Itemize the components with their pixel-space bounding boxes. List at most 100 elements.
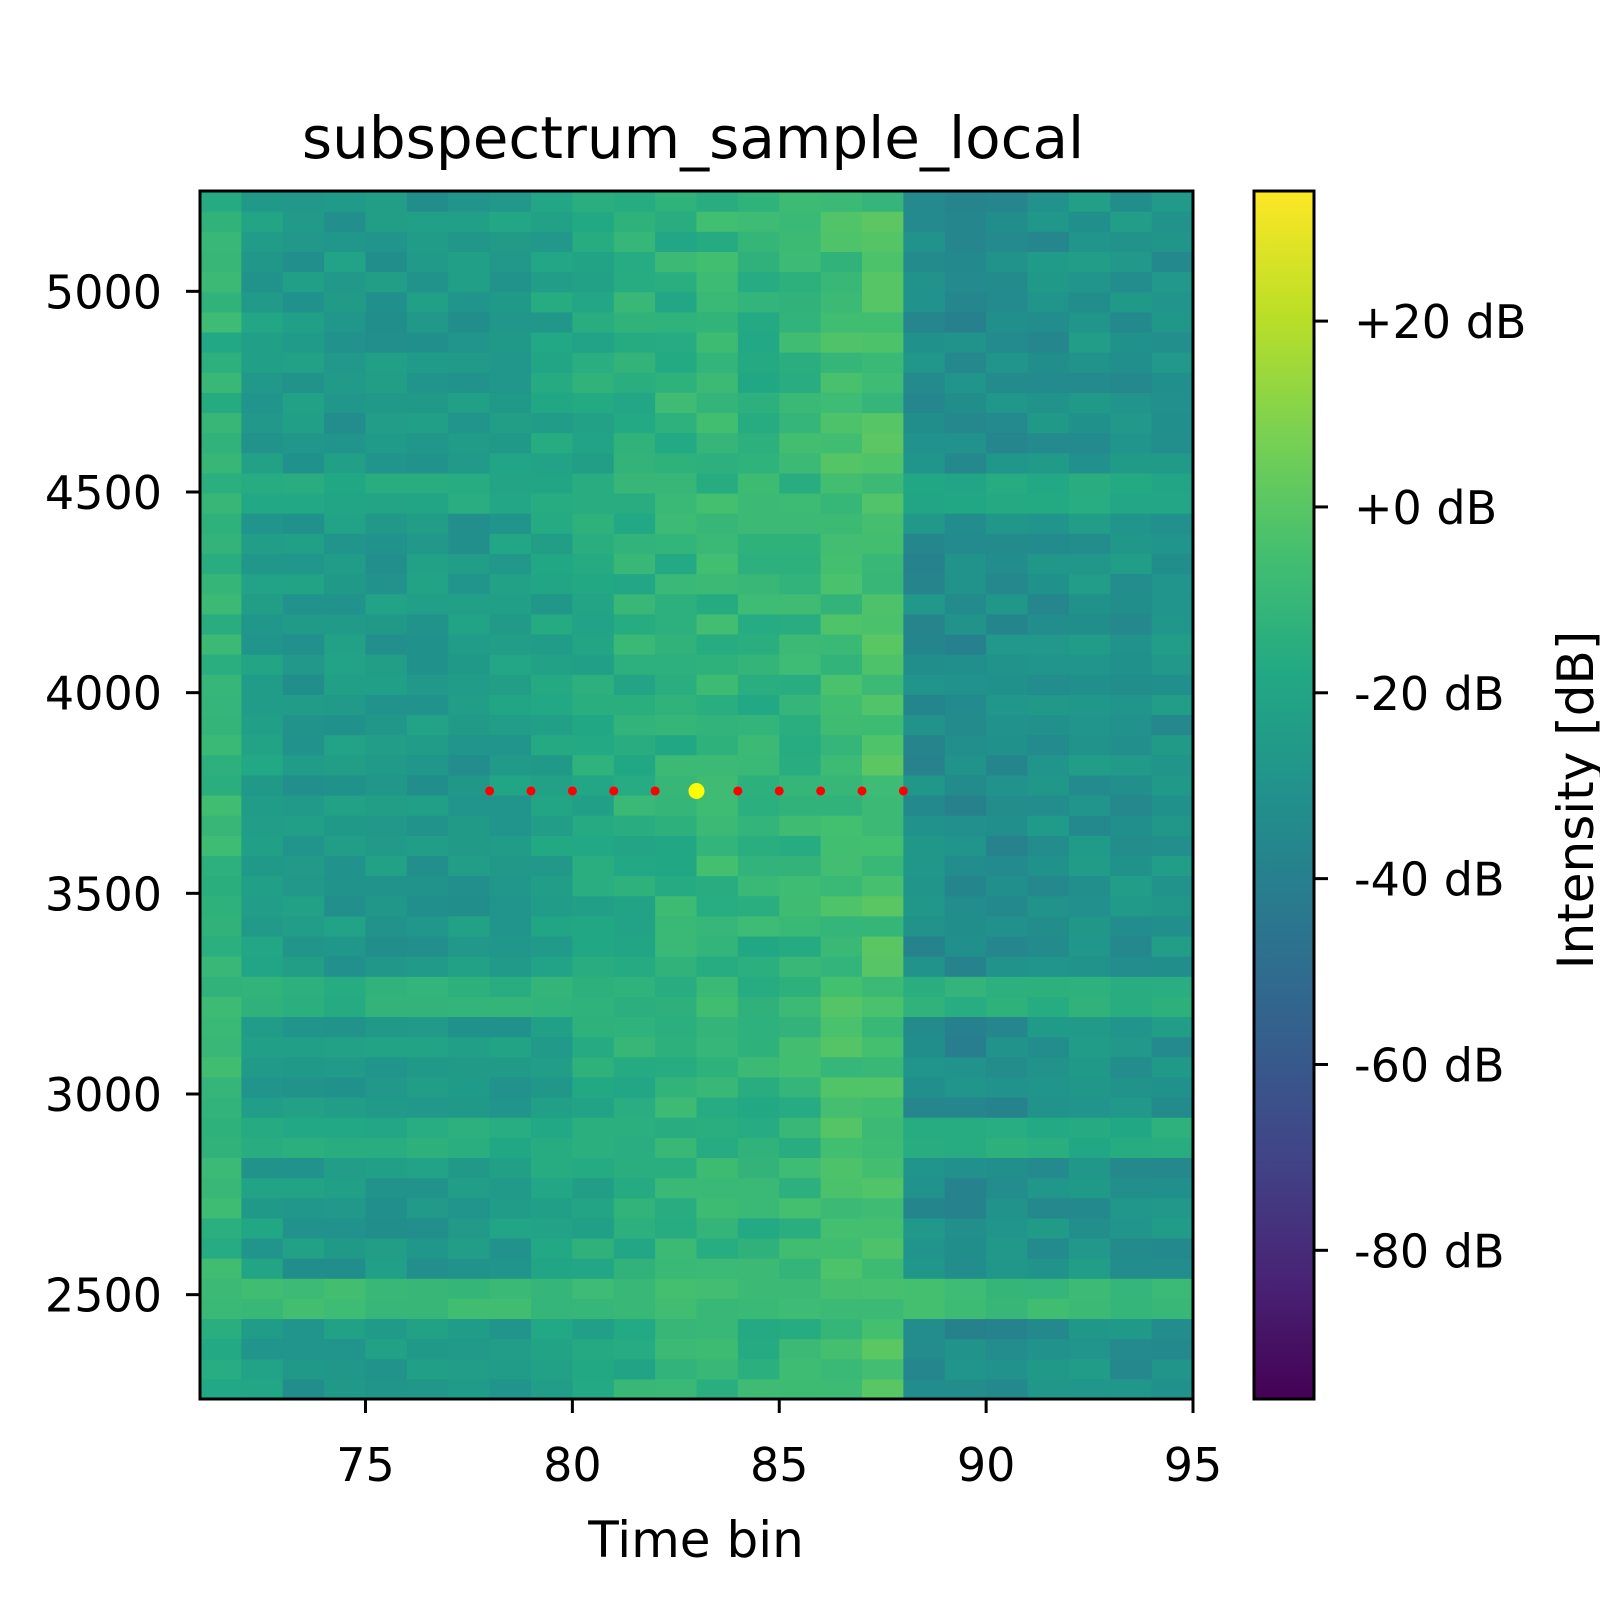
heatmap-cell [820, 855, 863, 877]
heatmap-cell [903, 191, 946, 212]
heatmap-cell [737, 1137, 780, 1158]
heatmap-cell [903, 1338, 946, 1360]
heatmap-cell [282, 593, 325, 615]
heatmap-cell [1151, 915, 1194, 937]
heatmap-cell [448, 1197, 491, 1219]
heatmap-cell [531, 976, 573, 997]
heatmap-cell [531, 1036, 573, 1058]
heatmap-cell [903, 1076, 946, 1098]
heatmap-cell [1110, 472, 1153, 494]
heatmap-cell [1027, 674, 1070, 695]
heatmap-cell [820, 1258, 863, 1279]
heatmap-cell [241, 1016, 284, 1038]
heatmap-cell [572, 633, 615, 655]
heatmap-cell [365, 553, 408, 575]
heatmap-cell [365, 352, 408, 373]
heatmap-cell [282, 432, 325, 454]
colorbar-tick-label: -40 dB [1354, 853, 1505, 907]
heatmap-cell [779, 372, 822, 393]
heatmap-cell [820, 956, 863, 977]
heatmap-cell [324, 674, 367, 695]
heatmap-cell [365, 493, 408, 514]
heatmap-cell [613, 613, 656, 635]
heatmap-cell [448, 754, 491, 776]
heatmap-cell [489, 352, 532, 373]
heatmap-cell [200, 452, 242, 474]
heatmap-cell [1151, 1338, 1194, 1360]
heatmap-cell [655, 472, 698, 494]
heatmap-cell [241, 452, 284, 474]
heatmap-cell [365, 1117, 408, 1138]
heatmap-cell [696, 1197, 739, 1219]
heatmap-cell [572, 191, 615, 212]
heatmap-cell [241, 311, 284, 333]
heatmap-cell [903, 654, 946, 675]
heatmap-cell [324, 1056, 367, 1078]
heatmap-cell [779, 613, 822, 635]
heatmap-cell [986, 493, 1029, 514]
heatmap-cell [986, 734, 1029, 756]
heatmap-cell [820, 714, 863, 736]
heatmap-cell [779, 593, 822, 615]
heatmap-cell [820, 1318, 863, 1340]
heatmap-cell [200, 352, 242, 373]
heatmap-cell [365, 835, 408, 856]
heatmap-cell [572, 895, 615, 917]
heatmap-cell [489, 1157, 532, 1179]
heatmap-cell [779, 1358, 822, 1380]
heatmap-cell [241, 855, 284, 877]
heatmap-cell [1027, 513, 1070, 534]
heatmap-cell [282, 573, 325, 595]
heatmap-cell [1110, 271, 1153, 293]
heatmap-cell [1068, 211, 1111, 232]
heatmap-cell [282, 1177, 325, 1199]
heatmap-cell [324, 251, 367, 273]
heatmap-cell [572, 1016, 615, 1038]
heatmap-cell [448, 1076, 491, 1098]
heatmap-cell [903, 1177, 946, 1199]
heatmap-cell [406, 1237, 449, 1259]
heatmap-cell [489, 392, 532, 414]
heatmap-cell [820, 613, 863, 635]
y-tick-label: 4000 [45, 667, 162, 721]
heatmap-cell [655, 573, 698, 595]
heatmap-cell [489, 674, 532, 695]
heatmap-cell [365, 291, 408, 313]
heatmap-cell [613, 593, 656, 615]
heatmap-cell [986, 1076, 1029, 1098]
heatmap-cell [986, 392, 1029, 414]
heatmap-cell [903, 815, 946, 836]
heatmap-cell [986, 895, 1029, 917]
heatmap-cell [696, 331, 739, 353]
heatmap-cell [531, 915, 573, 937]
heatmap-cell [489, 1298, 532, 1320]
heatmap-cell [489, 553, 532, 575]
heatmap-cell [241, 553, 284, 575]
heatmap-cell [324, 976, 367, 997]
heatmap-cell [613, 654, 656, 675]
heatmap-cell [324, 1177, 367, 1199]
heatmap-cell [282, 1358, 325, 1380]
heatmap-cell [862, 674, 904, 695]
heatmap-cell [1068, 795, 1111, 816]
heatmap-cell [448, 1217, 491, 1239]
heatmap-cell [862, 513, 904, 534]
heatmap-cell [324, 613, 367, 635]
heatmap-cell [655, 231, 698, 252]
heatmap-cell [944, 493, 987, 514]
heatmap-cell [944, 633, 987, 655]
heatmap-cell [200, 593, 242, 615]
heatmap-cell [241, 251, 284, 273]
heatmap-cell [696, 271, 739, 293]
sample-point [774, 786, 784, 796]
heatmap-cell [779, 1076, 822, 1098]
heatmap-cell [655, 553, 698, 575]
heatmap-cell [1027, 996, 1070, 1018]
heatmap-cell [696, 754, 739, 776]
heatmap-cell [1068, 674, 1111, 695]
heatmap-cell [489, 231, 532, 252]
heatmap-cell [1151, 714, 1194, 736]
heatmap-cell [448, 553, 491, 575]
heatmap-cell [489, 795, 532, 816]
heatmap-cell [944, 352, 987, 373]
